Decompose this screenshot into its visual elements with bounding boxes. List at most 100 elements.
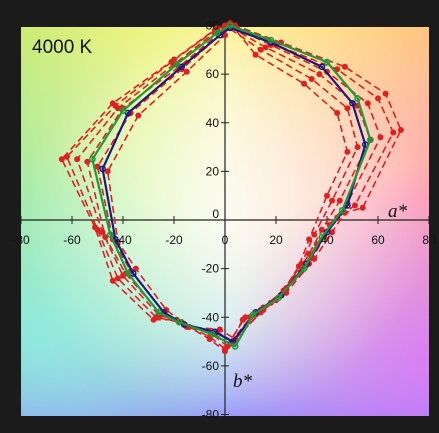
data-point bbox=[367, 136, 374, 144]
data-point bbox=[171, 56, 177, 63]
data-point bbox=[311, 255, 318, 262]
data-point bbox=[318, 233, 326, 241]
data-point bbox=[109, 277, 116, 284]
y-tick-label: 0 bbox=[212, 207, 219, 221]
data-point bbox=[262, 44, 269, 51]
data-point bbox=[178, 63, 186, 71]
data-point bbox=[377, 134, 384, 141]
data-point bbox=[311, 231, 318, 238]
data-point bbox=[308, 76, 315, 82]
series-line bbox=[60, 22, 349, 353]
data-point bbox=[344, 148, 351, 155]
data-point bbox=[231, 343, 239, 350]
series-line bbox=[106, 24, 402, 340]
y-tick-label: 40 bbox=[206, 116, 220, 130]
y-axis-title: b* bbox=[233, 371, 253, 392]
data-point bbox=[213, 29, 221, 37]
y-tick-label: 60 bbox=[206, 67, 220, 81]
data-point bbox=[214, 24, 221, 31]
data-point bbox=[323, 58, 331, 66]
data-point bbox=[364, 100, 371, 107]
data-point bbox=[89, 155, 96, 163]
data-point bbox=[334, 110, 341, 116]
data-point bbox=[354, 144, 361, 151]
data-point bbox=[349, 99, 356, 107]
data-point bbox=[318, 226, 325, 233]
data-point bbox=[124, 270, 132, 277]
data-point bbox=[324, 192, 330, 199]
x-tick-label: 60 bbox=[371, 233, 385, 247]
data-point bbox=[354, 95, 361, 102]
data-point bbox=[135, 112, 142, 119]
data-point bbox=[84, 158, 91, 165]
data-point bbox=[183, 68, 190, 75]
data-point bbox=[359, 204, 366, 211]
data-point bbox=[58, 156, 65, 163]
data-point bbox=[94, 163, 101, 170]
chart-title: 4000 K bbox=[32, 37, 93, 58]
x-tick-label: 80 bbox=[422, 233, 436, 247]
data-point bbox=[74, 156, 81, 163]
data-point bbox=[375, 95, 381, 102]
data-point bbox=[329, 229, 336, 236]
data-point bbox=[316, 71, 323, 78]
data-point bbox=[208, 330, 216, 338]
labels: -80 -60 -40 -20 0 20 40 60 80 -80 -60 -40 -20 20 40 60 8… bbox=[12, 19, 436, 422]
data-point bbox=[249, 311, 257, 319]
data-point bbox=[352, 202, 358, 209]
data-point bbox=[104, 168, 111, 175]
data-point bbox=[132, 265, 139, 272]
data-point bbox=[114, 275, 121, 282]
data-point bbox=[382, 90, 389, 97]
data-point bbox=[119, 107, 127, 114]
data-point bbox=[163, 307, 170, 313]
data-point bbox=[390, 129, 397, 136]
data-point bbox=[275, 294, 282, 302]
data-point bbox=[216, 326, 223, 333]
data-point bbox=[257, 46, 264, 53]
data-point bbox=[109, 100, 116, 107]
x-tick-label: 20 bbox=[269, 233, 283, 247]
data-point bbox=[252, 51, 259, 58]
series-line bbox=[91, 24, 372, 348]
data-point bbox=[106, 231, 114, 238]
data-point bbox=[150, 316, 157, 323]
x-tick-label: 0 bbox=[222, 233, 229, 247]
x-tick-label: 40 bbox=[320, 233, 334, 247]
data-point bbox=[173, 61, 180, 68]
y-tick-label: -20 bbox=[202, 262, 220, 276]
data-point bbox=[318, 63, 326, 71]
data-point bbox=[341, 63, 348, 70]
data-point bbox=[295, 263, 302, 270]
data-point bbox=[99, 165, 106, 173]
data-point bbox=[114, 105, 121, 112]
data-point bbox=[239, 316, 246, 323]
data-point bbox=[267, 36, 275, 44]
data-point bbox=[226, 22, 234, 29]
series-2 bbox=[89, 22, 374, 350]
x-tick-label: -20 bbox=[165, 233, 183, 247]
series-line bbox=[101, 26, 367, 343]
data-point bbox=[397, 127, 404, 133]
data-point bbox=[300, 265, 308, 272]
data-point bbox=[102, 234, 109, 240]
series-8 bbox=[58, 20, 351, 355]
y-tick-label: 80 bbox=[206, 19, 220, 33]
data-point bbox=[92, 224, 98, 231]
data-point bbox=[344, 105, 351, 112]
data-point bbox=[155, 309, 163, 316]
y-tick-label: -80 bbox=[202, 408, 220, 422]
data-point bbox=[306, 236, 313, 243]
x-axis-title: a* bbox=[388, 201, 408, 222]
data-point bbox=[338, 206, 346, 214]
x-tick-label: -60 bbox=[63, 233, 81, 247]
data-point bbox=[206, 336, 213, 343]
x-tick-label: -80 bbox=[12, 233, 30, 247]
data-point bbox=[329, 197, 336, 204]
data-point bbox=[222, 348, 228, 355]
x-tick-label: -40 bbox=[114, 233, 132, 247]
y-tick-label: 20 bbox=[206, 164, 220, 178]
series-group bbox=[58, 20, 404, 355]
